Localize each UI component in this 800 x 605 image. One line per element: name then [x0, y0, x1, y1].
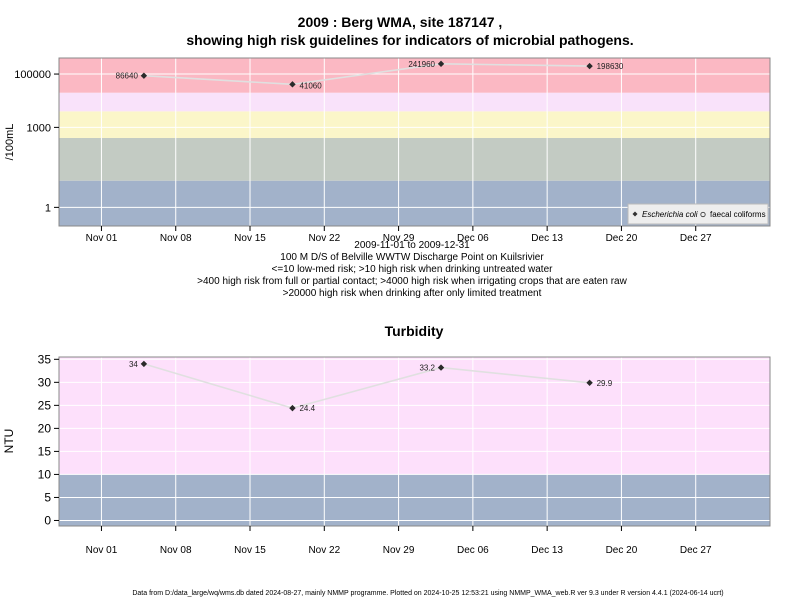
band-1	[59, 357, 770, 475]
data-label: 241960	[408, 60, 435, 69]
ecoli-connecting-line	[143, 63, 590, 86]
legend-box	[627, 203, 769, 225]
y-tick-label: 15	[38, 444, 52, 458]
data-point-diamond	[289, 404, 296, 412]
band-2	[59, 111, 770, 138]
footer-note: Data from D:/data_large/wq/wms.db dated …	[132, 590, 723, 597]
series-line	[143, 363, 590, 409]
x-tick-label: Dec 06	[457, 545, 489, 556]
turbidity-y-axis-label: NTU	[2, 429, 16, 454]
data-label: 24.4	[299, 404, 315, 413]
caption-risk-contact: >400 high risk from full or partial cont…	[197, 276, 627, 287]
band-0	[59, 474, 770, 526]
data-point-diamond	[586, 379, 593, 386]
ecoli-gridlines	[59, 58, 770, 226]
x-tick-label: Nov 15	[234, 545, 266, 556]
data-point-diamond	[140, 360, 148, 368]
y-tick-label: 25	[38, 398, 52, 412]
ecoli-chart: 2009 : Berg WMA, site 187147 , showing h…	[4, 14, 771, 299]
data-point-diamond	[586, 62, 593, 70]
series-line	[143, 63, 590, 86]
turbidity-connecting-line	[143, 363, 590, 409]
x-tick-label: Dec 27	[680, 545, 712, 556]
x-tick-label: Nov 22	[308, 545, 340, 556]
caption-site: 100 M D/S of Belville WWTW Discharge Poi…	[280, 252, 544, 263]
y-tick-label: 100000	[14, 69, 51, 81]
data-label: 86640	[116, 72, 139, 81]
ecoli-y-axis: 1 1000 100000	[14, 69, 59, 214]
x-tick-label: Dec 27	[680, 233, 712, 244]
x-tick-label: Nov 08	[160, 233, 192, 244]
data-label: 29.9	[597, 379, 613, 388]
legend-entry-faecal: faecal coliforms	[710, 210, 766, 219]
x-tick-label: Dec 13	[531, 545, 563, 556]
band-1	[59, 137, 770, 181]
x-tick-label: Nov 08	[160, 545, 192, 556]
turbidity-bands	[59, 357, 770, 526]
turbidity-gridlines	[59, 357, 770, 526]
x-tick-label: Nov 29	[383, 233, 415, 244]
ecoli-legend: Escherichia coli faecal coliforms	[627, 203, 769, 225]
y-tick-label: 0	[44, 513, 51, 527]
data-point-diamond	[289, 81, 296, 88]
x-tick-label: Dec 06	[457, 233, 489, 244]
turbidity-chart-title: Turbidity	[385, 323, 444, 339]
turbidity-plot-frame	[58, 356, 771, 527]
data-point-diamond	[437, 364, 445, 371]
x-tick-label: Nov 29	[383, 545, 415, 556]
caption-risk-treatment: >20000 high risk when drinking after onl…	[283, 288, 542, 299]
x-tick-label: Nov 22	[308, 233, 340, 244]
data-label: 33.2	[419, 364, 435, 373]
data-label: 41060	[299, 81, 322, 90]
ecoli-chart-title-line2: showing high risk guidelines for indicat…	[186, 32, 633, 48]
data-point-diamond	[140, 72, 148, 79]
x-tick-label: Nov 01	[86, 545, 118, 556]
data-label: 34	[129, 360, 138, 369]
ecoli-risk-bands	[59, 58, 770, 226]
caption-date-range: 2009-11-01 to 2009-12-31	[354, 240, 470, 251]
band-4	[59, 58, 770, 93]
y-tick-label: 20	[38, 421, 52, 435]
data-point-diamond	[437, 60, 445, 68]
y-tick-label: 30	[38, 375, 52, 389]
ecoli-data-labels: 86640 41060 241960 198630	[116, 60, 624, 91]
ecoli-plot-frame	[58, 57, 771, 227]
turbidity-data-labels: 34 24.4 33.2 29.9	[129, 360, 613, 413]
y-tick-label: 35	[38, 352, 52, 366]
ecoli-y-axis-label: /100mL	[4, 124, 16, 161]
ecoli-data-points	[140, 60, 593, 88]
y-tick-label: 5	[44, 490, 51, 504]
legend-diamond-marker	[632, 211, 638, 217]
x-tick-label: Dec 20	[606, 233, 638, 244]
turbidity-y-axis: 0 5 10 15 20 25 30 35	[38, 352, 59, 527]
y-tick-label: 10	[38, 467, 52, 481]
y-tick-label: 1000	[27, 122, 51, 134]
y-tick-label: 1	[45, 202, 51, 214]
turbidity-data-points	[140, 360, 593, 412]
legend-circle-marker	[700, 211, 706, 218]
x-tick-label: Dec 13	[531, 233, 563, 244]
legend-entry-ecoli: Escherichia coli	[642, 210, 698, 219]
data-label: 198630	[597, 62, 624, 71]
x-tick-label: Nov 01	[86, 233, 118, 244]
ecoli-caption: 2009-11-01 to 2009-12-31 100 M D/S of Be…	[197, 240, 627, 299]
caption-risk-drinking: <=10 low-med risk; >10 high risk when dr…	[272, 264, 554, 275]
ecoli-x-axis: Nov 01 Nov 08 Nov 15 Nov 22 Nov 29 Dec 06 Dec …	[86, 226, 712, 244]
x-tick-label: Dec 20	[606, 545, 638, 556]
x-tick-label: Nov 15	[234, 233, 266, 244]
band-3	[59, 92, 770, 112]
ecoli-chart-title-line1: 2009 : Berg WMA, site 187147 ,	[298, 14, 503, 30]
turbidity-x-axis: Nov 01 Nov 08 Nov 15 Nov 22 Nov 29 Dec 06 Dec …	[86, 526, 712, 556]
